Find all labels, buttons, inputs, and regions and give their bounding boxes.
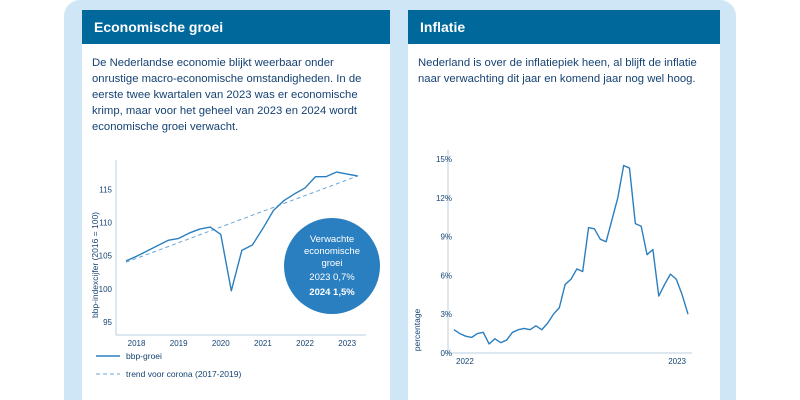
y-tick-label: 3% [440,310,452,319]
y-tick-label: 9% [440,233,452,242]
x-tick-label: 2023 [338,339,356,348]
trend-line [125,175,358,263]
economic-growth-card: Economische groei De Nederlandse economi… [82,10,390,400]
y-tick-label: 12% [436,194,452,203]
bubble-line-1: Verwachte [310,234,354,245]
y-tick-label: 6% [440,271,452,280]
y-tick-label: 115 [99,185,112,194]
inflation-description: Nederland is over de inflatiepiek heen, … [418,57,697,85]
x-tick-label: 2022 [296,339,314,348]
y-tick-label: 0% [440,349,452,358]
economic-growth-title: Economische groei [82,10,390,44]
x-tick-label: 2019 [170,339,188,348]
inflation-series-line [453,164,689,345]
x-tick-label: 2023 [668,357,686,366]
y-axis-title: bbp-indexcijfer (2016 = 100) [90,212,100,318]
x-tick-label: 2020 [212,339,230,348]
inflation-card: Inflatie Nederland is over de inflatiepi… [408,10,720,400]
inflation-title: Inflatie [408,10,720,44]
y-tick-label: 15% [436,155,452,164]
legend-trend-label: trend voor corona (2017-2019) [126,369,241,379]
forecast-bubble [284,218,380,314]
bubble-line-2024: 2024 1,5% [309,287,355,298]
y-tick-label: 105 [99,252,113,261]
economic-growth-description: De Nederlandse economie blijkt weerbaar … [92,57,362,133]
x-tick-label: 2018 [128,339,146,348]
gdp-chart: 95 100 105 110 115 2018 2019 2020 2021 2022 2023 bb… [90,160,380,379]
y-tick-label: 100 [99,285,113,294]
y-tick-label: 110 [99,218,112,227]
x-tick-label: 2021 [254,339,272,348]
legend-series-label: bbp-groei [126,351,162,361]
y-tick-label: 95 [103,318,112,327]
x-tick-label: 2022 [456,357,474,366]
bubble-line-2: economische [304,246,360,257]
y-axis-title: percentage [412,308,422,351]
bubble-line-3: groei [321,258,342,269]
bubble-line-2023: 2023 0,7% [309,272,355,283]
inflation-chart: 0% 3% 6% 9% 12% 15% 2022 2023 percentage [412,150,692,366]
gdp-series-line [125,171,358,292]
